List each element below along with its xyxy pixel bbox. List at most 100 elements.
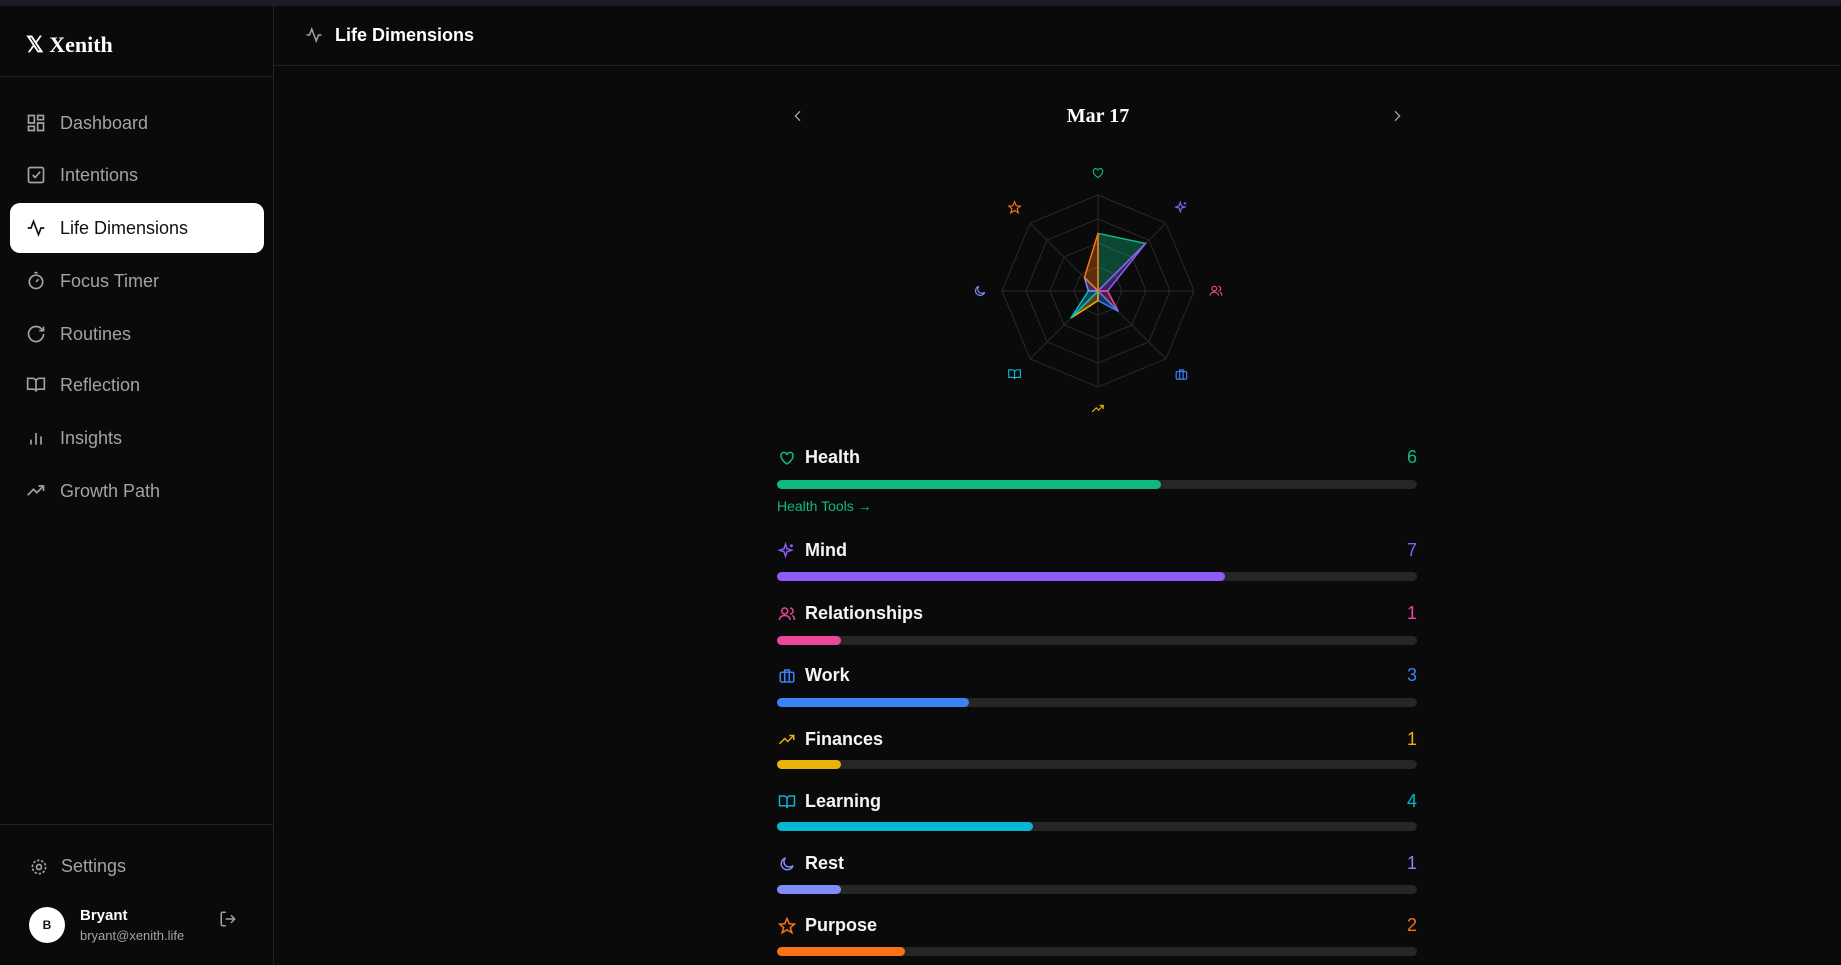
- user-name: Bryant: [80, 907, 128, 924]
- score-bar: [777, 760, 841, 769]
- radar-axis-icon: [1176, 202, 1187, 211]
- divider: [0, 76, 273, 77]
- dimension-name: Health: [778, 447, 860, 468]
- radar-wedge: [1097, 232, 1148, 293]
- icon-glyph: [28, 378, 45, 391]
- icon: [778, 605, 796, 623]
- dimension-label: Rest: [805, 853, 845, 873]
- icon-glyph: [780, 670, 794, 682]
- nav-item[interactable]: Life Dimensions: [10, 203, 264, 253]
- icon: [778, 449, 796, 467]
- header-icon: [305, 26, 323, 44]
- dimension-name: Mind: [778, 540, 847, 561]
- score-track: [777, 822, 1417, 831]
- icon: [778, 731, 796, 749]
- icon: [26, 428, 46, 448]
- dimension-name: Learning: [778, 791, 881, 812]
- brand-name: Xenith: [49, 32, 113, 57]
- nav-item[interactable]: Reflection: [10, 360, 264, 410]
- nav-item[interactable]: Focus Timer: [10, 256, 264, 306]
- radar-wedge: [1070, 290, 1100, 319]
- nav-label: Intentions: [60, 164, 139, 185]
- radar-axis-icon: [1093, 169, 1102, 178]
- icon-glyph: [28, 221, 45, 234]
- nav-item[interactable]: Growth Path: [10, 466, 264, 516]
- icon-glyph: [1009, 202, 1021, 213]
- icon-glyph: [29, 327, 44, 342]
- settings-link[interactable]: Settings: [29, 856, 126, 877]
- icon: [26, 481, 46, 501]
- header-title: Life Dimensions: [335, 25, 475, 45]
- radar-axis-icon: [976, 286, 985, 295]
- score-track: [777, 947, 1417, 956]
- icon-glyph: [1210, 286, 1222, 295]
- icon-glyph: [1176, 370, 1187, 379]
- dimension-score: 7: [1406, 540, 1417, 560]
- score-track: [777, 885, 1417, 894]
- prev-date-button[interactable]: [790, 108, 806, 124]
- icon-glyph: [28, 486, 44, 495]
- nav-label: Reflection: [60, 374, 141, 395]
- dimension-name: Rest: [778, 853, 844, 874]
- divider: [0, 824, 273, 825]
- score-bar: [777, 822, 1033, 831]
- logout-button[interactable]: [219, 910, 237, 928]
- nav-label: Focus Timer: [60, 270, 160, 291]
- icon-glyph: [1009, 370, 1021, 379]
- score-track: [777, 760, 1417, 769]
- icon-glyph: [780, 918, 795, 932]
- nav-item[interactable]: Dashboard: [10, 98, 264, 148]
- icon: [778, 855, 796, 873]
- radar-axis-icon: [1176, 370, 1187, 379]
- score-track: [777, 698, 1417, 707]
- icon-glyph: [1093, 169, 1102, 178]
- radar-axis-icon: [1009, 370, 1021, 379]
- icon-glyph: [1176, 202, 1187, 211]
- icon: [778, 667, 796, 685]
- icon-glyph: [780, 544, 794, 556]
- next-date-button[interactable]: [1389, 108, 1405, 124]
- score-track: [777, 636, 1417, 645]
- dimension-link[interactable]: Health Tools →: [777, 498, 872, 514]
- icon-glyph: [31, 433, 41, 445]
- icon-glyph: [1092, 406, 1103, 412]
- dimension-label: Purpose: [805, 915, 878, 935]
- dimension-score: 1: [1406, 853, 1417, 873]
- nav-label: Growth Path: [60, 480, 161, 501]
- icon-glyph: [780, 796, 795, 808]
- nav-label: Insights: [60, 427, 123, 448]
- score-bar: [777, 572, 1225, 581]
- dimension-score: 4: [1406, 791, 1417, 811]
- dimension-score: 3: [1406, 665, 1417, 685]
- nav-item[interactable]: Insights: [10, 413, 264, 463]
- nav-item[interactable]: Intentions: [10, 150, 264, 200]
- icon-glyph: [781, 452, 793, 464]
- icon-glyph: [29, 168, 44, 183]
- sidebar: 𝕏 Xenith Dashboard Intentions Life Dimensi…: [0, 6, 274, 965]
- radar-wedge: [1083, 233, 1099, 293]
- dimension-name: Finances: [778, 729, 883, 750]
- icon: [778, 917, 796, 935]
- icon: [26, 113, 46, 133]
- nav-label: Dashboard: [60, 112, 149, 133]
- score-track: [777, 480, 1417, 489]
- radar-axis-icon: [1092, 406, 1103, 412]
- nav-label: Life Dimensions: [60, 217, 189, 238]
- dimension-score: 1: [1406, 603, 1417, 623]
- nav-item[interactable]: Routines: [10, 309, 264, 359]
- icon: [778, 542, 796, 560]
- user-email: bryant@xenith.life: [80, 928, 185, 943]
- radar-axis-icon: [1009, 202, 1021, 213]
- dimension-label: Finances: [805, 729, 884, 749]
- dimension-label: Learning: [805, 791, 882, 811]
- radar-chart: [948, 151, 1248, 431]
- dimension-label: Work: [805, 665, 850, 685]
- nav-label: Routines: [60, 323, 132, 344]
- icon-glyph: [29, 273, 42, 289]
- date: Mar 17: [1066, 105, 1130, 127]
- dimension-name: Work: [778, 665, 850, 686]
- dimension-label: Health: [805, 447, 861, 467]
- dimension-label: Mind: [805, 540, 847, 560]
- icon-glyph: [780, 735, 794, 743]
